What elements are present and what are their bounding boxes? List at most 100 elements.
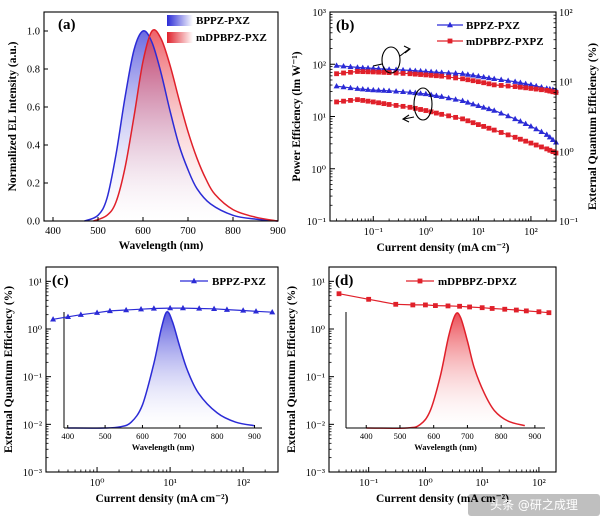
data-point xyxy=(538,128,545,135)
panel-d: 400 500 600 700 800 900 Wavelength (nm) 10⁻¹ 10⁰… xyxy=(286,266,557,505)
data-point xyxy=(94,309,101,315)
data-point xyxy=(355,97,360,103)
data-point xyxy=(365,98,371,104)
inset-x-tick-label: 600 xyxy=(427,431,440,441)
inset-x-tick-label: 700 xyxy=(461,431,474,441)
data-point xyxy=(445,94,452,101)
data-point xyxy=(386,87,393,94)
plot-frame xyxy=(45,266,279,473)
data-point xyxy=(485,74,492,81)
data-point xyxy=(334,71,339,77)
y-axis-label: External Quantum Efficiency (%) xyxy=(3,286,15,453)
x-tick-label: 900 xyxy=(270,226,286,237)
x-tick-label: 10¹ xyxy=(472,227,486,238)
data-point xyxy=(359,64,366,70)
data-point xyxy=(517,136,523,142)
data-point xyxy=(438,93,445,99)
y-tick-label: 10¹ xyxy=(312,113,326,124)
inset-spectrum-line xyxy=(366,312,526,430)
data-point xyxy=(517,118,524,124)
panel-c: 400 500 600 700 800 900 Wavelength (nm) 10⁰ 10¹ 1… xyxy=(3,266,279,505)
inset-spectrum-fill xyxy=(366,312,525,429)
data-point xyxy=(544,87,550,93)
data-point xyxy=(347,63,354,70)
panel-b: 10⁻¹ 10⁰ 10¹ 10² 10⁻¹ 10⁰ 10¹ 10² 10³ 10⁻¹ 10⁰ 10¹ 1… xyxy=(291,8,599,254)
data-point xyxy=(527,123,534,129)
data-point xyxy=(479,305,485,311)
data-point xyxy=(475,102,482,109)
series-line xyxy=(53,307,273,320)
data-point xyxy=(528,86,534,91)
data-point xyxy=(475,72,482,79)
data-point xyxy=(365,86,372,92)
data-point xyxy=(470,100,477,107)
inset-x-axis-label: Wavelength (nm) xyxy=(414,442,477,452)
legend-marker-0 xyxy=(447,21,453,28)
data-point xyxy=(433,92,440,98)
data-point xyxy=(433,303,438,308)
data-point xyxy=(240,307,247,313)
data-point xyxy=(491,82,497,88)
data-point xyxy=(167,304,174,311)
data-point xyxy=(418,107,423,112)
data-point xyxy=(491,75,498,81)
data-point xyxy=(365,64,372,71)
data-point xyxy=(547,88,553,94)
data-point xyxy=(481,80,487,86)
x-tick-label: 10⁻¹ xyxy=(364,227,383,238)
data-point xyxy=(459,70,466,76)
panel-label: (a) xyxy=(58,17,76,33)
data-point xyxy=(512,115,519,122)
x-tick-label: 500 xyxy=(90,226,106,237)
y-right-axis-label: External Quantum Efficiency (%) xyxy=(587,43,599,210)
y-tick-label: 10⁻¹ xyxy=(23,373,42,384)
data-point xyxy=(340,63,347,69)
data-point xyxy=(333,62,340,68)
data-point xyxy=(546,310,552,316)
x-axis-label: Current density (mA cm⁻²) xyxy=(377,242,510,254)
arrow-to-left-axis-2 xyxy=(403,116,415,120)
data-point xyxy=(410,302,416,308)
data-point xyxy=(498,76,505,82)
data-point xyxy=(365,69,371,75)
data-point xyxy=(533,125,540,132)
data-point xyxy=(417,90,424,96)
data-point xyxy=(412,105,418,111)
series-line-2 xyxy=(336,99,557,154)
y-right-tick-label: 10¹ xyxy=(559,78,573,89)
data-point xyxy=(438,69,445,75)
legend-label: mDPBPZ-DPXZ xyxy=(438,276,517,288)
arrow-head-left xyxy=(401,114,410,123)
data-point xyxy=(475,79,481,85)
data-point xyxy=(150,305,157,311)
data-point xyxy=(489,306,495,311)
panel-label: (d) xyxy=(335,273,353,289)
legend-label-1: mDPBPZ-PXZ xyxy=(196,32,267,44)
data-point xyxy=(375,65,382,71)
data-point xyxy=(512,84,518,89)
data-point xyxy=(486,81,492,87)
data-point xyxy=(407,67,414,73)
data-point xyxy=(485,105,492,112)
panel-a: 400 500 600 700 800 900 0.0 0.2 0.4 0.6 0.8 1.0 Wave… xyxy=(7,11,286,252)
data-point xyxy=(376,69,381,75)
x-tick-label: 10² xyxy=(236,478,250,489)
legend-swatch-0 xyxy=(167,15,193,26)
data-point xyxy=(439,73,445,79)
inset-x-tick-label: 900 xyxy=(529,431,542,441)
data-point xyxy=(179,304,186,311)
data-point xyxy=(470,78,476,84)
data-point xyxy=(393,103,399,108)
inset-x-tick-label: 500 xyxy=(394,431,407,441)
y-tick-label: 0.2 xyxy=(27,179,40,190)
data-point xyxy=(505,83,511,89)
data-point xyxy=(428,68,435,75)
arrow-to-left-axis xyxy=(372,63,383,67)
data-point xyxy=(381,69,387,75)
inset-spectrum-line xyxy=(67,311,255,429)
data-point xyxy=(370,86,377,93)
y-tick-label: 10⁻² xyxy=(23,420,42,431)
y-right-tick-label: 10⁰ xyxy=(559,147,574,158)
data-point xyxy=(269,309,276,315)
data-point xyxy=(366,296,372,302)
